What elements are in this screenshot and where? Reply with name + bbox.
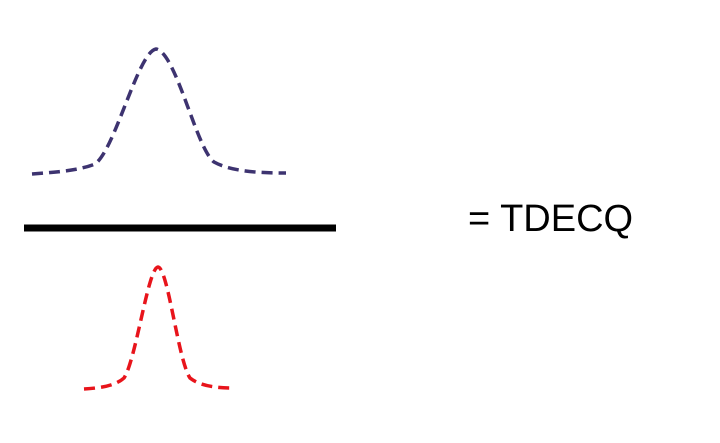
numerator-wide-gaussian-curve [31, 47, 287, 176]
equals-tdecq-label: = TDECQ [468, 198, 634, 240]
denominator-narrow-gaussian-curve [83, 265, 235, 391]
